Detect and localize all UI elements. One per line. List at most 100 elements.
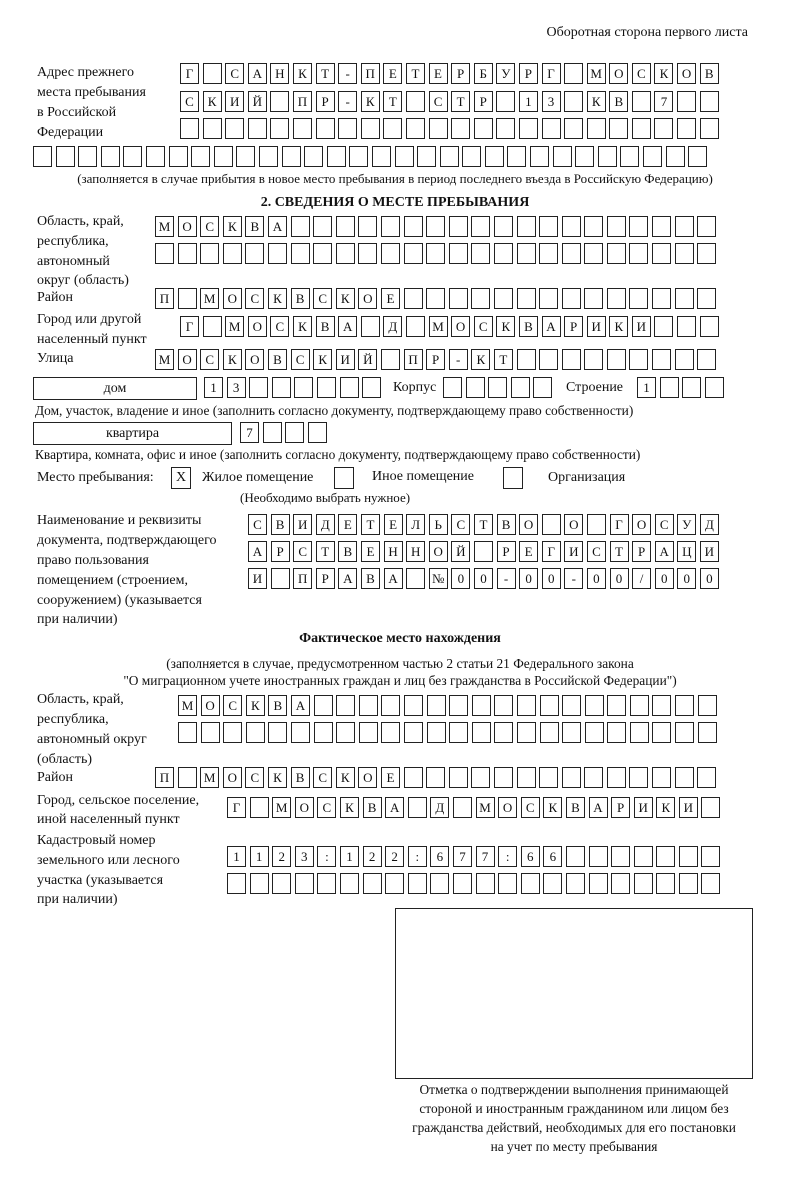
char-cell[interactable] bbox=[584, 722, 604, 743]
char-cell[interactable]: Н bbox=[270, 63, 290, 84]
char-cell[interactable] bbox=[488, 377, 508, 398]
char-cell[interactable] bbox=[315, 118, 335, 139]
char-cell[interactable]: И bbox=[678, 797, 698, 818]
char-cell[interactable] bbox=[473, 118, 493, 139]
char-cell[interactable]: К bbox=[313, 349, 333, 370]
char-cell[interactable]: 3 bbox=[541, 91, 561, 112]
char-cell[interactable]: И bbox=[564, 541, 584, 562]
char-cell[interactable] bbox=[258, 146, 278, 167]
char-cell[interactable] bbox=[629, 243, 649, 264]
char-cell[interactable] bbox=[530, 146, 550, 167]
char-cell[interactable] bbox=[406, 568, 426, 589]
char-cell[interactable] bbox=[349, 146, 369, 167]
char-cell[interactable] bbox=[607, 722, 627, 743]
char-cell[interactable] bbox=[584, 349, 604, 370]
char-cell[interactable] bbox=[674, 243, 694, 264]
char-cell[interactable] bbox=[494, 695, 514, 716]
char-cell[interactable] bbox=[516, 216, 536, 237]
char-cell[interactable]: : bbox=[407, 846, 427, 867]
char-cell[interactable]: 6 bbox=[430, 846, 450, 867]
char-cell[interactable]: О bbox=[358, 767, 378, 788]
char-cell[interactable]: М bbox=[178, 695, 197, 716]
char-cell[interactable] bbox=[403, 243, 423, 264]
char-cell[interactable] bbox=[643, 146, 663, 167]
char-cell[interactable]: О bbox=[564, 514, 584, 535]
char-cell[interactable] bbox=[338, 118, 358, 139]
char-cell[interactable]: С bbox=[225, 63, 245, 84]
char-cell[interactable] bbox=[656, 873, 676, 894]
char-cell[interactable]: К bbox=[656, 797, 676, 818]
char-cell[interactable] bbox=[213, 146, 233, 167]
char-cell[interactable] bbox=[675, 722, 695, 743]
char-cell[interactable] bbox=[394, 146, 414, 167]
char-cell[interactable] bbox=[539, 216, 559, 237]
char-cell[interactable]: - bbox=[338, 63, 358, 84]
char-cell[interactable] bbox=[123, 146, 143, 167]
char-cell[interactable] bbox=[633, 846, 653, 867]
char-cell[interactable]: С bbox=[200, 349, 220, 370]
char-cell[interactable]: Т bbox=[383, 91, 403, 112]
char-cell[interactable] bbox=[465, 377, 485, 398]
char-cell[interactable] bbox=[697, 695, 717, 716]
char-cell[interactable]: У bbox=[496, 63, 516, 84]
char-cell[interactable]: М bbox=[155, 349, 174, 370]
char-cell[interactable]: 7 bbox=[475, 846, 495, 867]
char-cell[interactable] bbox=[290, 216, 310, 237]
char-cell[interactable]: 7 bbox=[240, 422, 259, 443]
char-cell[interactable]: К bbox=[471, 349, 491, 370]
char-cell[interactable] bbox=[443, 377, 462, 398]
char-cell[interactable] bbox=[682, 377, 702, 398]
char-cell[interactable]: Е bbox=[383, 514, 403, 535]
char-cell[interactable]: 2 bbox=[362, 846, 382, 867]
char-cell[interactable]: - bbox=[564, 568, 584, 589]
char-cell[interactable] bbox=[510, 377, 530, 398]
char-cell[interactable]: Р bbox=[632, 541, 652, 562]
char-cell[interactable] bbox=[471, 767, 491, 788]
char-cell[interactable]: М bbox=[272, 797, 292, 818]
char-cell[interactable]: П bbox=[155, 288, 174, 309]
char-cell[interactable]: Т bbox=[609, 541, 629, 562]
char-cell[interactable]: К bbox=[267, 288, 287, 309]
char-cell[interactable]: В bbox=[565, 797, 585, 818]
char-cell[interactable] bbox=[417, 146, 437, 167]
char-cell[interactable] bbox=[564, 118, 584, 139]
char-cell[interactable] bbox=[285, 422, 305, 443]
char-cell[interactable] bbox=[270, 118, 290, 139]
char-cell[interactable] bbox=[561, 349, 581, 370]
char-cell[interactable]: И bbox=[293, 514, 313, 535]
char-cell[interactable]: : bbox=[498, 846, 518, 867]
char-cell[interactable] bbox=[656, 846, 676, 867]
char-cell[interactable] bbox=[247, 118, 267, 139]
char-cell[interactable]: Г bbox=[541, 541, 561, 562]
char-cell[interactable] bbox=[313, 243, 333, 264]
char-cell[interactable]: 1 bbox=[637, 377, 656, 398]
char-cell[interactable]: С bbox=[317, 797, 337, 818]
char-cell[interactable]: Й bbox=[451, 541, 471, 562]
char-cell[interactable] bbox=[674, 288, 694, 309]
char-cell[interactable] bbox=[336, 722, 356, 743]
char-cell[interactable] bbox=[78, 146, 98, 167]
char-cell[interactable]: В bbox=[496, 514, 516, 535]
char-cell[interactable] bbox=[562, 695, 582, 716]
char-cell[interactable]: Е bbox=[360, 541, 380, 562]
char-cell[interactable] bbox=[262, 422, 282, 443]
char-cell[interactable]: / bbox=[632, 568, 652, 589]
char-cell[interactable]: О bbox=[609, 63, 629, 84]
char-cell[interactable]: Г bbox=[609, 514, 629, 535]
char-cell[interactable]: Е bbox=[519, 541, 539, 562]
char-cell[interactable]: В bbox=[270, 514, 290, 535]
char-cell[interactable] bbox=[471, 243, 491, 264]
char-cell[interactable]: Е bbox=[338, 514, 358, 535]
char-cell[interactable]: О bbox=[177, 216, 197, 237]
char-cell[interactable]: Й bbox=[247, 91, 267, 112]
char-cell[interactable] bbox=[307, 422, 327, 443]
char-cell[interactable]: О bbox=[245, 349, 265, 370]
char-cell[interactable]: О bbox=[358, 288, 378, 309]
char-cell[interactable] bbox=[405, 91, 425, 112]
char-cell[interactable] bbox=[326, 146, 346, 167]
char-cell[interactable]: С bbox=[293, 541, 313, 562]
char-cell[interactable] bbox=[336, 695, 356, 716]
char-cell[interactable] bbox=[629, 288, 649, 309]
char-cell[interactable] bbox=[539, 349, 559, 370]
char-cell[interactable] bbox=[267, 243, 287, 264]
